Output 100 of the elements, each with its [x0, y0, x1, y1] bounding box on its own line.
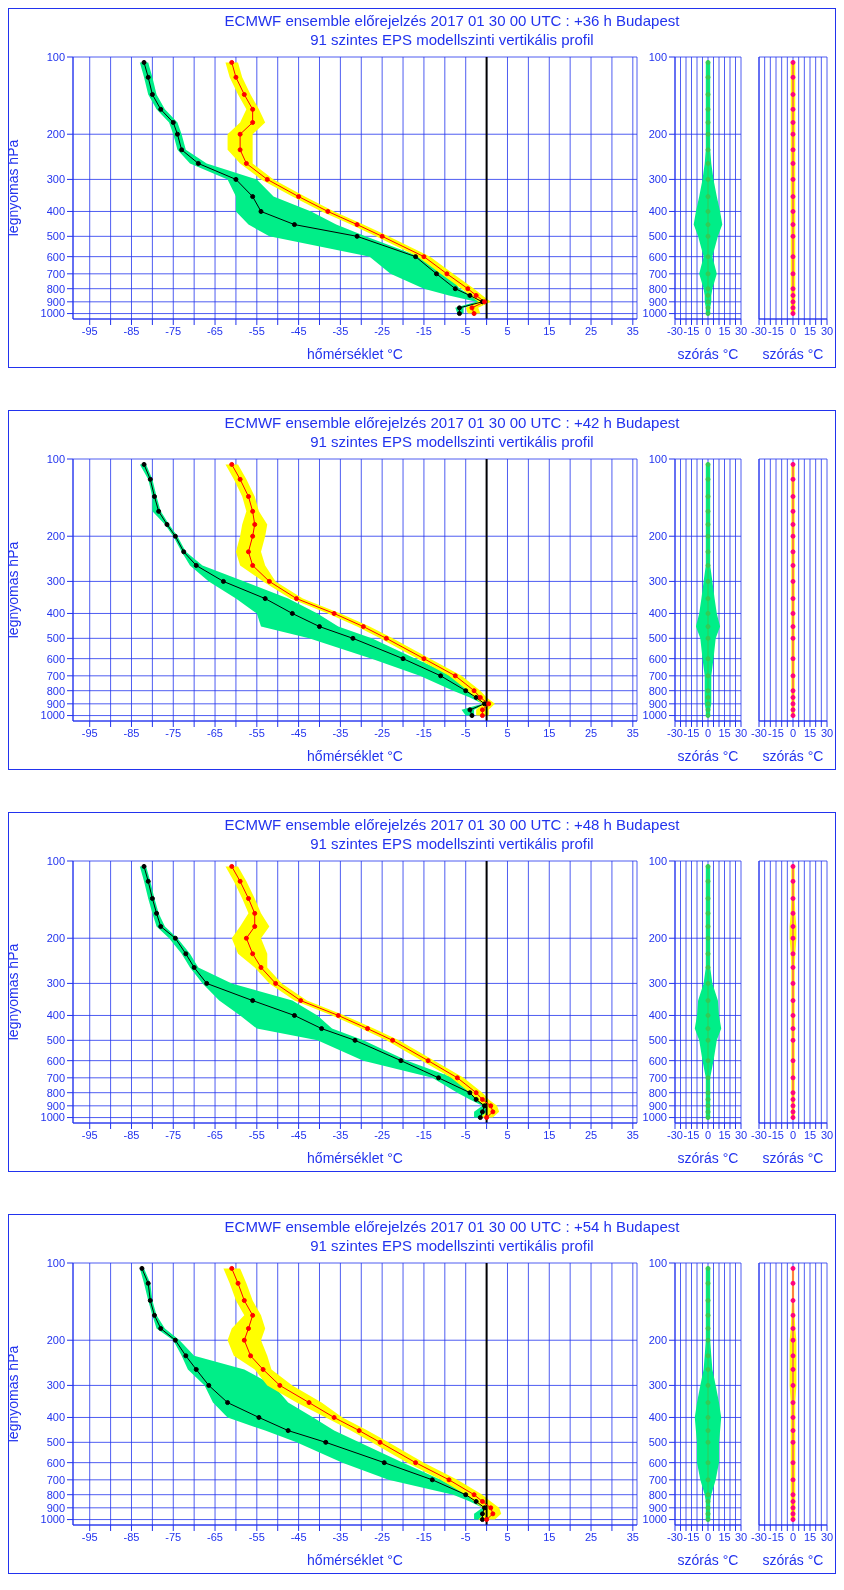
y-tick-label: 500 [46, 1034, 65, 1047]
y-tick-label: 700 [46, 1473, 65, 1486]
x-tick-label: -85 [123, 324, 140, 337]
x-tick-label: -15 [683, 1128, 700, 1141]
y-tick-label: 900 [46, 697, 65, 710]
y-tick-label: 900 [648, 1501, 667, 1514]
x-tick-label: -30 [667, 726, 683, 739]
y-tick-label: 1000 [40, 307, 65, 320]
x-tick-label: 30 [820, 324, 834, 337]
chart-subtitle: 91 szintes EPS modellszinti vertikális profil [309, 30, 595, 49]
y-tick-label: 300 [46, 173, 65, 186]
x-tick-label: -95 [81, 726, 98, 739]
x-tick-label: -15 [768, 1530, 784, 1543]
y-tick-label: 200 [648, 128, 667, 141]
y-tick-label: 800 [648, 1488, 667, 1501]
chart-subtitle: 91 szintes EPS modellszinti vertikális profil [309, 432, 595, 451]
x-tick-label: 15 [718, 324, 731, 337]
x-tick-label: 25 [584, 324, 598, 337]
x-tick-label: -45 [290, 1128, 307, 1141]
x-tick-label: 30 [734, 726, 748, 739]
y-tick-label: 100 [648, 1256, 667, 1269]
y-tick-label: 800 [648, 282, 667, 295]
x-tick-label: -75 [165, 1530, 182, 1543]
y-tick-label: 600 [46, 1054, 65, 1067]
x-tick-label: -65 [207, 1530, 223, 1543]
x-tick-label: -30 [667, 1128, 683, 1141]
y-tick-label: 900 [648, 1099, 667, 1112]
x-tick-label: 0 [789, 1530, 797, 1543]
x-tick-label: -30 [751, 324, 767, 337]
x-tick-label: 15 [543, 726, 556, 739]
x-tick-label: 30 [820, 1530, 834, 1543]
x-tick-label: 35 [626, 324, 639, 337]
x-tick-label: 0 [704, 324, 712, 337]
x-tick-label: 25 [584, 1530, 598, 1543]
x-tick-label: 15 [718, 1530, 731, 1543]
y-tick-label: 500 [46, 230, 65, 243]
y-tick-label: 1000 [40, 1513, 65, 1526]
x-tick-label: 30 [820, 726, 834, 739]
y-tick-label: 500 [46, 632, 65, 645]
x-tick-label: 30 [734, 1128, 748, 1141]
x-tick-label: -5 [460, 324, 471, 337]
y-tick-label: 100 [46, 452, 65, 465]
y-tick-label: 600 [648, 1456, 667, 1469]
x-tick-label: 5 [504, 726, 511, 739]
y-tick-label: 400 [648, 1009, 667, 1022]
x-tick-label: -25 [374, 726, 391, 739]
x-tick-label: -30 [751, 1530, 767, 1543]
y-tick-label: 300 [648, 173, 667, 186]
y-tick-label: 600 [46, 1456, 65, 1469]
x-tick-label: -30 [751, 726, 767, 739]
y-tick-label: 100 [648, 854, 667, 867]
x-tick-label: -30 [667, 324, 683, 337]
chart-subtitle: 91 szintes EPS modellszinti vertikális profil [309, 834, 595, 853]
x-tick-label: 35 [626, 1530, 639, 1543]
y-tick-label: 800 [648, 684, 667, 697]
x-tick-label: -15 [768, 1128, 784, 1141]
x-tick-label: 15 [803, 726, 817, 739]
x-axis-title: szórás °C [677, 1552, 739, 1568]
y-tick-label: 300 [648, 1379, 667, 1392]
chart-title: ECMWF ensemble előrejelzés 2017 01 30 00 UTC : +36 h Budapest [223, 11, 681, 30]
x-tick-label: -75 [165, 324, 182, 337]
x-tick-label: 15 [803, 1128, 817, 1141]
x-tick-label: 0 [704, 1128, 712, 1141]
x-tick-label: 15 [803, 1530, 817, 1543]
x-tick-label: -75 [165, 726, 182, 739]
y-tick-label: 600 [46, 250, 65, 263]
y-tick-label: 600 [46, 652, 65, 665]
x-tick-label: -95 [81, 1128, 98, 1141]
x-tick-label: -55 [248, 1530, 265, 1543]
y-tick-label: 700 [648, 267, 667, 280]
y-tick-label: 1000 [642, 709, 667, 722]
x-tick-label: -95 [81, 324, 98, 337]
y-tick-label: 600 [648, 1054, 667, 1067]
y-tick-label: 1000 [642, 307, 667, 320]
x-axis-title: szórás °C [677, 1150, 739, 1166]
y-tick-label: 700 [46, 1071, 65, 1084]
x-tick-label: 15 [718, 726, 731, 739]
x-tick-label: -85 [123, 1530, 140, 1543]
x-tick-label: -15 [768, 726, 784, 739]
y-tick-label: 300 [648, 977, 667, 990]
y-tick-label: 700 [648, 1473, 667, 1486]
y-tick-label: 100 [46, 50, 65, 63]
x-tick-label: 30 [734, 324, 748, 337]
y-tick-label: 900 [648, 697, 667, 710]
y-tick-label: 400 [46, 1009, 65, 1022]
x-tick-label: -65 [207, 726, 223, 739]
x-tick-label: 35 [626, 726, 639, 739]
x-tick-label: -30 [751, 1128, 767, 1141]
y-tick-label: 800 [46, 684, 65, 697]
x-axis-title: hőmérséklet °C [307, 1552, 403, 1568]
y-tick-label: 800 [648, 1086, 667, 1099]
x-tick-label: 30 [820, 1128, 834, 1141]
y-tick-label: 800 [46, 282, 65, 295]
x-tick-label: -5 [460, 1128, 471, 1141]
x-tick-label: 5 [504, 1530, 511, 1543]
x-tick-label: 15 [803, 324, 817, 337]
y-tick-label: 300 [46, 977, 65, 990]
y-tick-label: 700 [46, 267, 65, 280]
x-tick-label: -55 [248, 1128, 265, 1141]
x-tick-label: -95 [81, 1530, 98, 1543]
